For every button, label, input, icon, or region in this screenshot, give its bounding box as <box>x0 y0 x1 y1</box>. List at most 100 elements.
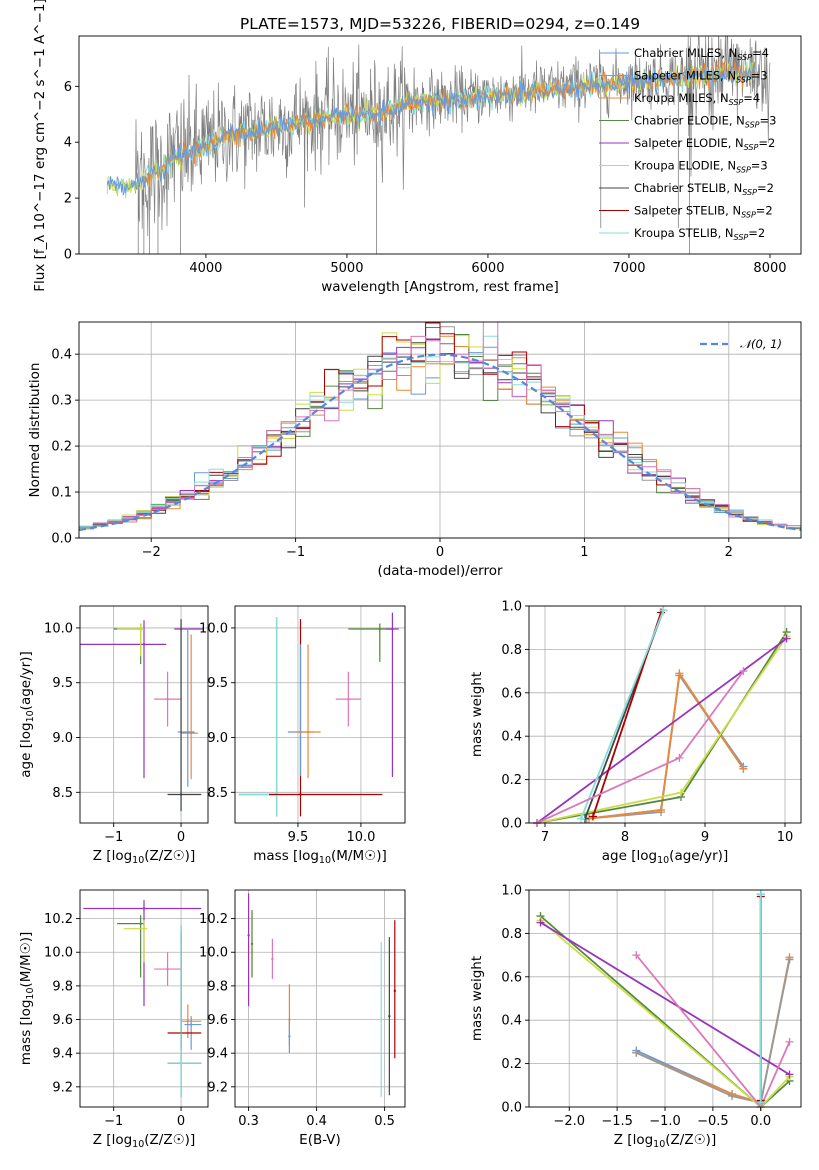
x-axis-label: Z [log10(Z/Z☉)] <box>93 1132 195 1150</box>
weight-line <box>539 919 791 1107</box>
data-point <box>142 907 146 910</box>
data-spectrum-line <box>106 36 771 237</box>
x-tick-label: 8 <box>621 830 629 845</box>
y-tick-label: 10.0 <box>199 621 228 636</box>
axes-frame <box>79 605 209 824</box>
x-tick-label: −2.0 <box>553 1114 585 1129</box>
y-axis-label: Flux [f_λ 10^−17 erg cm^−2 s^−1 A^−1] <box>32 0 48 292</box>
y-tick-label: 0.2 <box>501 773 522 788</box>
x-tick-label: 0 <box>177 830 185 845</box>
x-tick-label: 0 <box>177 1114 185 1129</box>
data-point <box>247 934 250 937</box>
x-tick-label: 1 <box>580 545 588 560</box>
x-tick-label: 0.5 <box>374 1114 395 1129</box>
axes-frame <box>234 605 406 824</box>
data-point <box>380 1018 383 1021</box>
x-tick-label: 8000 <box>753 261 786 276</box>
plus-marker <box>589 812 597 821</box>
data-point <box>139 922 142 925</box>
x-axis-label: E(B-V) <box>299 1132 341 1148</box>
y-tick-label: 6 <box>64 80 72 95</box>
model-spectrum-line <box>106 63 756 196</box>
x-tick-label: 7 <box>541 830 549 845</box>
plus-marker <box>728 1092 737 1101</box>
plus-marker <box>659 606 668 615</box>
y-tick-label: 0.0 <box>501 1101 522 1116</box>
y-tick-label: 0.2 <box>501 1057 522 1072</box>
y-tick-label: 9.0 <box>52 731 73 746</box>
plus-marker <box>782 634 791 643</box>
y-tick-label: 9.5 <box>207 676 228 691</box>
data-point <box>306 730 310 734</box>
y-tick-label: 0.4 <box>51 348 72 363</box>
y-tick-label: 0.4 <box>501 730 522 745</box>
y-tick-label: 9.6 <box>207 1013 228 1028</box>
y-tick-label: 0.8 <box>501 927 522 942</box>
data-point <box>299 793 302 796</box>
y-tick-label: 9.2 <box>52 1080 73 1095</box>
y-tick-label: 9.8 <box>52 979 73 994</box>
histogram-step-line <box>79 322 801 528</box>
x-tick-label: 0 <box>436 545 444 560</box>
mass-weight-vs-Z-panel: −2.0 −1.5 −1.0 −0.5 0.0 0.0 0.2 0.4 0.6 0.8 1.0 Z [… <box>469 884 802 1150</box>
axes-frame <box>79 889 209 1108</box>
plus-marker <box>785 1070 794 1079</box>
x-tick-label: 9.5 <box>288 830 309 845</box>
y-tick-label: 0.6 <box>501 686 522 701</box>
plus-marker <box>675 753 684 762</box>
y-tick-label: 10.0 <box>44 621 73 636</box>
spectrum-panel: 4000 5000 6000 7000 8000 0 2 4 6 wavelength [Angs… <box>32 0 802 295</box>
y-tick-label: 2 <box>64 192 72 207</box>
data-point <box>288 1035 291 1038</box>
axes-frame <box>78 35 802 255</box>
weight-line <box>588 670 745 820</box>
y-tick-label: 8.5 <box>207 786 228 801</box>
x-tick-label: 2 <box>725 545 733 560</box>
data-point <box>186 730 189 734</box>
y-tick-label: 9.8 <box>207 979 228 994</box>
y-axis-label: Normed distribution <box>27 363 43 498</box>
legend-entry: Chabrier STELIB, NSSP=2 <box>634 181 774 197</box>
y-tick-label: 10.0 <box>199 946 228 961</box>
x-tick-label: −2 <box>142 545 161 560</box>
data-point <box>271 957 274 961</box>
x-tick-label: −1 <box>104 1114 123 1129</box>
weight-line <box>580 609 665 820</box>
y-tick-label: 9.2 <box>207 1080 228 1095</box>
plus-marker <box>577 814 585 823</box>
y-tick-label: 0.2 <box>51 440 72 455</box>
plus-marker <box>632 951 641 960</box>
plus-marker <box>536 918 545 927</box>
x-axis-label: Z [log10(Z/Z☉)] <box>93 848 195 866</box>
legend-entry: Salpeter ELODIE, NSSP=2 <box>634 136 775 152</box>
plus-marker <box>739 764 748 773</box>
data-point <box>378 627 382 631</box>
data-point <box>391 627 394 631</box>
data-point <box>142 643 146 646</box>
plus-marker <box>632 1048 641 1057</box>
age-vs-mass-panel: 9.5 10.0 8.5 9.0 9.5 10.0 mass [log10(M/M☉)] <box>199 605 406 866</box>
histogram-panel: −2 −1 0 1 2 0.0 0.1 0.2 0.3 0.4 (data-model)/error… <box>27 321 802 579</box>
mass-vs-Z-panel: −1 0 9.2 9.4 9.6 9.8 10.0 10.2 Z [log10(Z/Z☉)] ma… <box>18 889 209 1150</box>
legend-entry: Kroupa STELIB, NSSP=2 <box>634 226 765 242</box>
plus-marker <box>756 1098 765 1107</box>
weight-line <box>536 637 788 823</box>
data-point <box>189 1023 193 1026</box>
plus-marker <box>785 1037 794 1046</box>
y-tick-label: 9.4 <box>52 1047 73 1062</box>
x-tick-label: 0.3 <box>238 1114 259 1129</box>
y-tick-label: 0.0 <box>51 532 72 547</box>
data-point <box>166 697 169 701</box>
y-tick-label: 1.0 <box>501 884 522 899</box>
x-tick-label: 0.0 <box>750 1114 771 1129</box>
y-tick-label: 8.5 <box>52 786 73 801</box>
x-tick-label: −1 <box>104 830 123 845</box>
plus-marker <box>657 805 665 814</box>
normal-reference-curve <box>78 353 802 531</box>
y-tick-label: 9.6 <box>52 1013 73 1028</box>
axes-frame <box>234 889 406 1108</box>
x-tick-label: 5000 <box>330 261 363 276</box>
y-tick-label: 9.0 <box>207 731 228 746</box>
plus-marker <box>677 788 685 797</box>
y-tick-label: 10.0 <box>44 946 73 961</box>
